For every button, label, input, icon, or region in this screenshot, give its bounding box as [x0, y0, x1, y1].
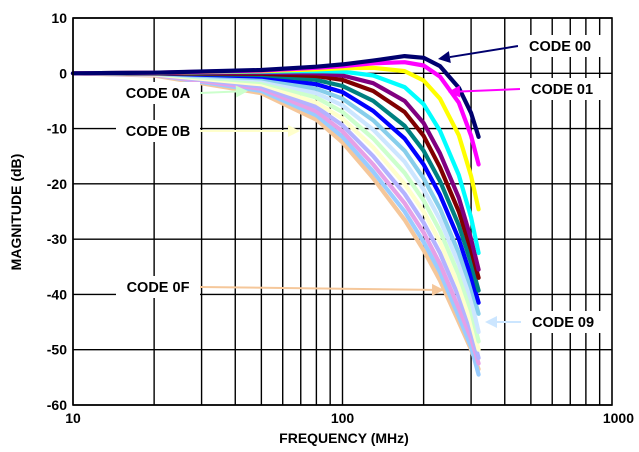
y-axis-title: MAGNITUDE (dB) — [8, 154, 24, 271]
plot-frame — [72, 17, 613, 406]
annotations: CODE 00 CODE 01 CODE 0A CODE 0B CODE 0F CODE … — [116, 35, 605, 333]
annotation-label: CODE 0A — [126, 86, 191, 102]
x-tick-label: 1000 — [603, 410, 634, 426]
annotation-label-bg — [116, 276, 200, 298]
annotation-label-bg — [521, 311, 605, 333]
y-tick-label: -30 — [47, 231, 67, 247]
annotation-arrow-line — [199, 90, 237, 94]
annotation-label-bg — [116, 120, 200, 142]
annotation-arrowhead — [448, 85, 461, 98]
annotation-arrowhead — [431, 283, 444, 296]
x-tick-label: 10 — [65, 410, 81, 426]
annotation-arrowhead — [288, 125, 300, 137]
annotation-label-bg — [116, 82, 200, 104]
x-tick-label: 100 — [331, 410, 355, 426]
annotation-label: CODE 0B — [126, 124, 190, 140]
annotation-label-bg — [518, 35, 602, 57]
annotation-arrow-line — [459, 88, 521, 93]
annotation-arrow-line — [199, 286, 433, 291]
annotation-arrowhead — [485, 316, 497, 328]
y-tick-label: -60 — [47, 397, 67, 413]
y-tick-label: 10 — [51, 10, 67, 26]
y-tick-label: -20 — [47, 176, 67, 192]
annotation-arrowhead — [438, 51, 451, 63]
x-axis-title: FREQUENCY (MHz) — [279, 430, 409, 446]
y-tick-label: -10 — [47, 121, 67, 137]
annotation-label-bg — [520, 78, 604, 100]
annotation-label: CODE 09 — [532, 315, 594, 331]
annotation-label: CODE 00 — [529, 39, 591, 55]
y-tick-label: -50 — [47, 342, 67, 358]
annotation-label: CODE 0F — [127, 280, 190, 296]
series-line-8 — [70, 71, 481, 305]
annotation-label: CODE 01 — [531, 82, 593, 98]
annotation-arrowhead — [235, 85, 248, 98]
y-tick-label: 0 — [59, 65, 67, 81]
y-tick-label: -40 — [47, 286, 67, 302]
annotation-arrow-line — [449, 45, 519, 59]
